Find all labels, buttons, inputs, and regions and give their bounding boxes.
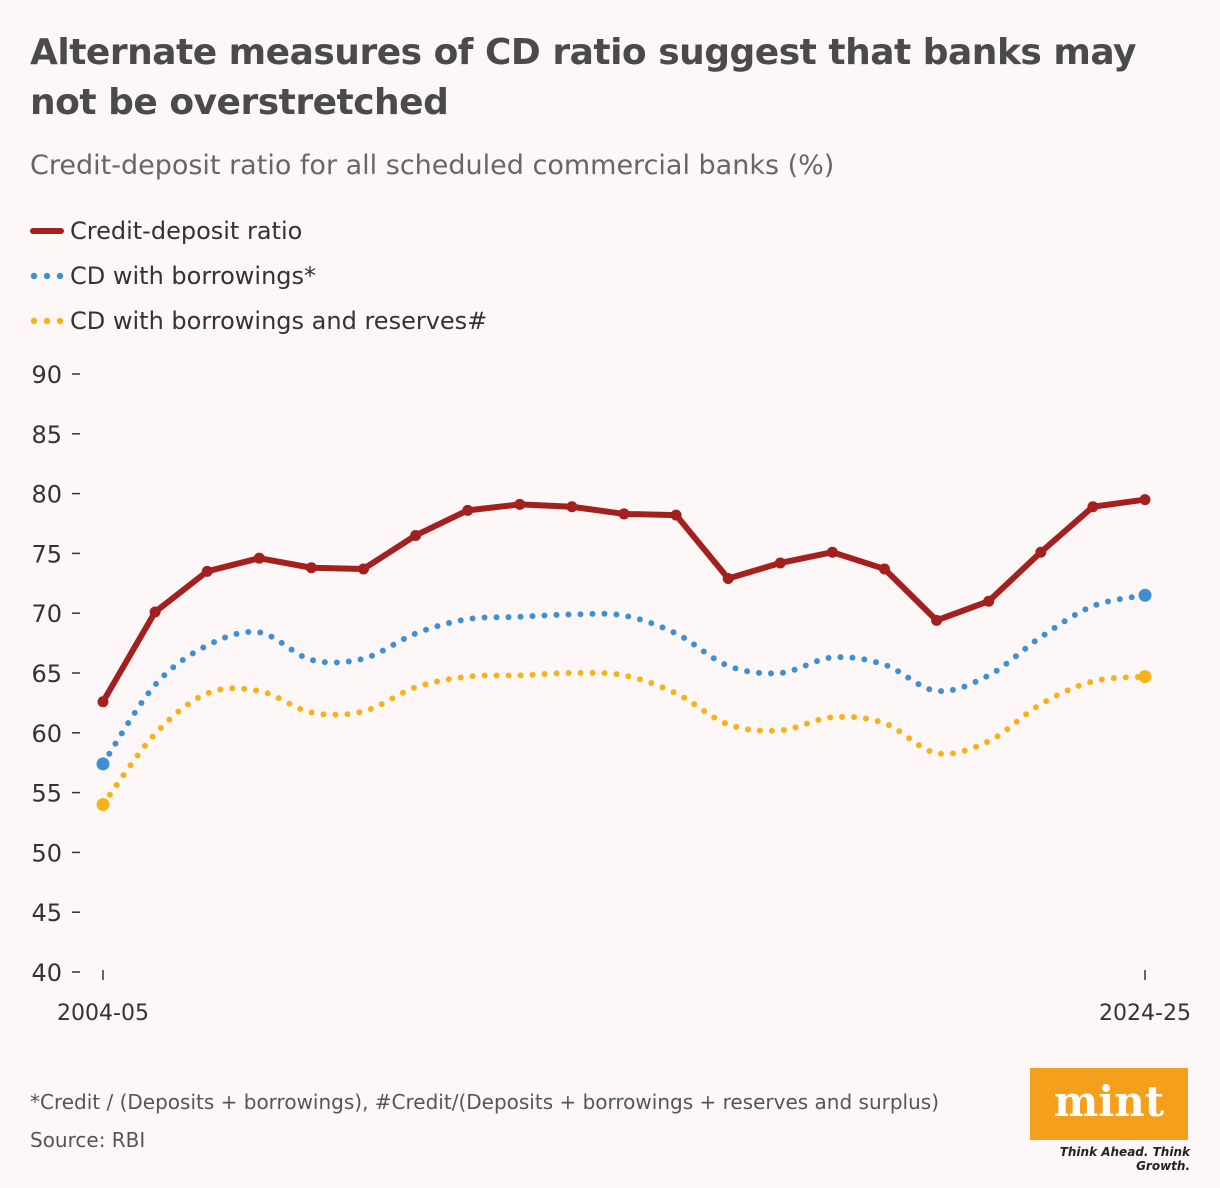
series-endpoint-end (1138, 670, 1152, 684)
data-point (826, 546, 838, 558)
chart-title: Alternate measures of CD ratio suggest t… (30, 32, 1137, 123)
legend-swatch-cd-ratio (30, 227, 64, 234)
series-endpoint-end (1138, 588, 1152, 602)
source-note: Source: RBI (30, 1128, 146, 1152)
data-point (201, 565, 213, 577)
data-point (566, 501, 578, 513)
chart-subtitle: Credit-deposit ratio for all scheduled c… (30, 150, 835, 181)
data-point (1139, 494, 1151, 506)
data-point (618, 508, 630, 520)
y-tick-label: 45 (31, 899, 62, 927)
data-point (983, 595, 995, 607)
legend-item-cd-reserves: CD with borrowings and reserves# (30, 298, 487, 343)
series-line-2 (100, 669, 1148, 808)
y-tick-label: 50 (31, 839, 62, 867)
data-point (149, 606, 161, 618)
legend: Credit-deposit ratio CD with borrowings*… (30, 208, 487, 343)
data-point (97, 696, 109, 708)
data-point (879, 563, 890, 575)
x-tick-label: 2024-25 (1099, 1001, 1191, 1026)
data-point (931, 614, 943, 626)
legend-swatch-cd-borrowings (30, 272, 64, 279)
data-point (305, 562, 317, 574)
legend-label-cd-reserves: CD with borrowings and reserves# (70, 306, 488, 335)
legend-label-cd-borrowings: CD with borrowings* (70, 261, 317, 290)
y-tick-label: 75 (31, 540, 62, 568)
y-tick-label: 90 (31, 361, 62, 389)
mint-tagline: Think Ahead. Think Growth. (1059, 1145, 1190, 1173)
legend-label-cd-ratio: Credit-deposit ratio (70, 216, 303, 245)
legend-item-cd-borrowings: CD with borrowings* (30, 253, 487, 298)
data-point (774, 557, 786, 569)
y-tick-label: 85 (31, 421, 62, 449)
series-endpoint-start (96, 798, 110, 812)
data-point (1087, 501, 1099, 513)
y-tick-label: 55 (31, 780, 62, 808)
y-tick-label: 70 (31, 600, 62, 628)
data-point (1035, 546, 1047, 558)
data-point (410, 529, 422, 541)
x-tick-label: 2004-05 (57, 1001, 149, 1026)
series-endpoint-start (96, 757, 110, 771)
y-tick-label: 65 (31, 660, 62, 688)
mint-logo: mint (1030, 1068, 1188, 1140)
data-point (514, 498, 526, 510)
series-line-1 (100, 592, 1148, 767)
legend-item-cd-ratio: Credit-deposit ratio (30, 208, 487, 253)
y-tick-label: 60 (31, 720, 62, 748)
data-point (722, 573, 734, 585)
line-chart: 40 45 50 55 60 65 70 75 80 85 90 2004-05 2024-25 (31, 361, 1191, 1026)
y-tick-label: 40 (31, 959, 62, 987)
data-point (358, 563, 369, 575)
legend-swatch-cd-reserves (30, 317, 64, 324)
footnote: *Credit / (Deposits + borrowings), #Cred… (30, 1090, 939, 1114)
data-point (253, 552, 265, 564)
data-point (670, 509, 682, 521)
data-point (462, 504, 474, 516)
y-tick-label: 80 (31, 481, 62, 509)
